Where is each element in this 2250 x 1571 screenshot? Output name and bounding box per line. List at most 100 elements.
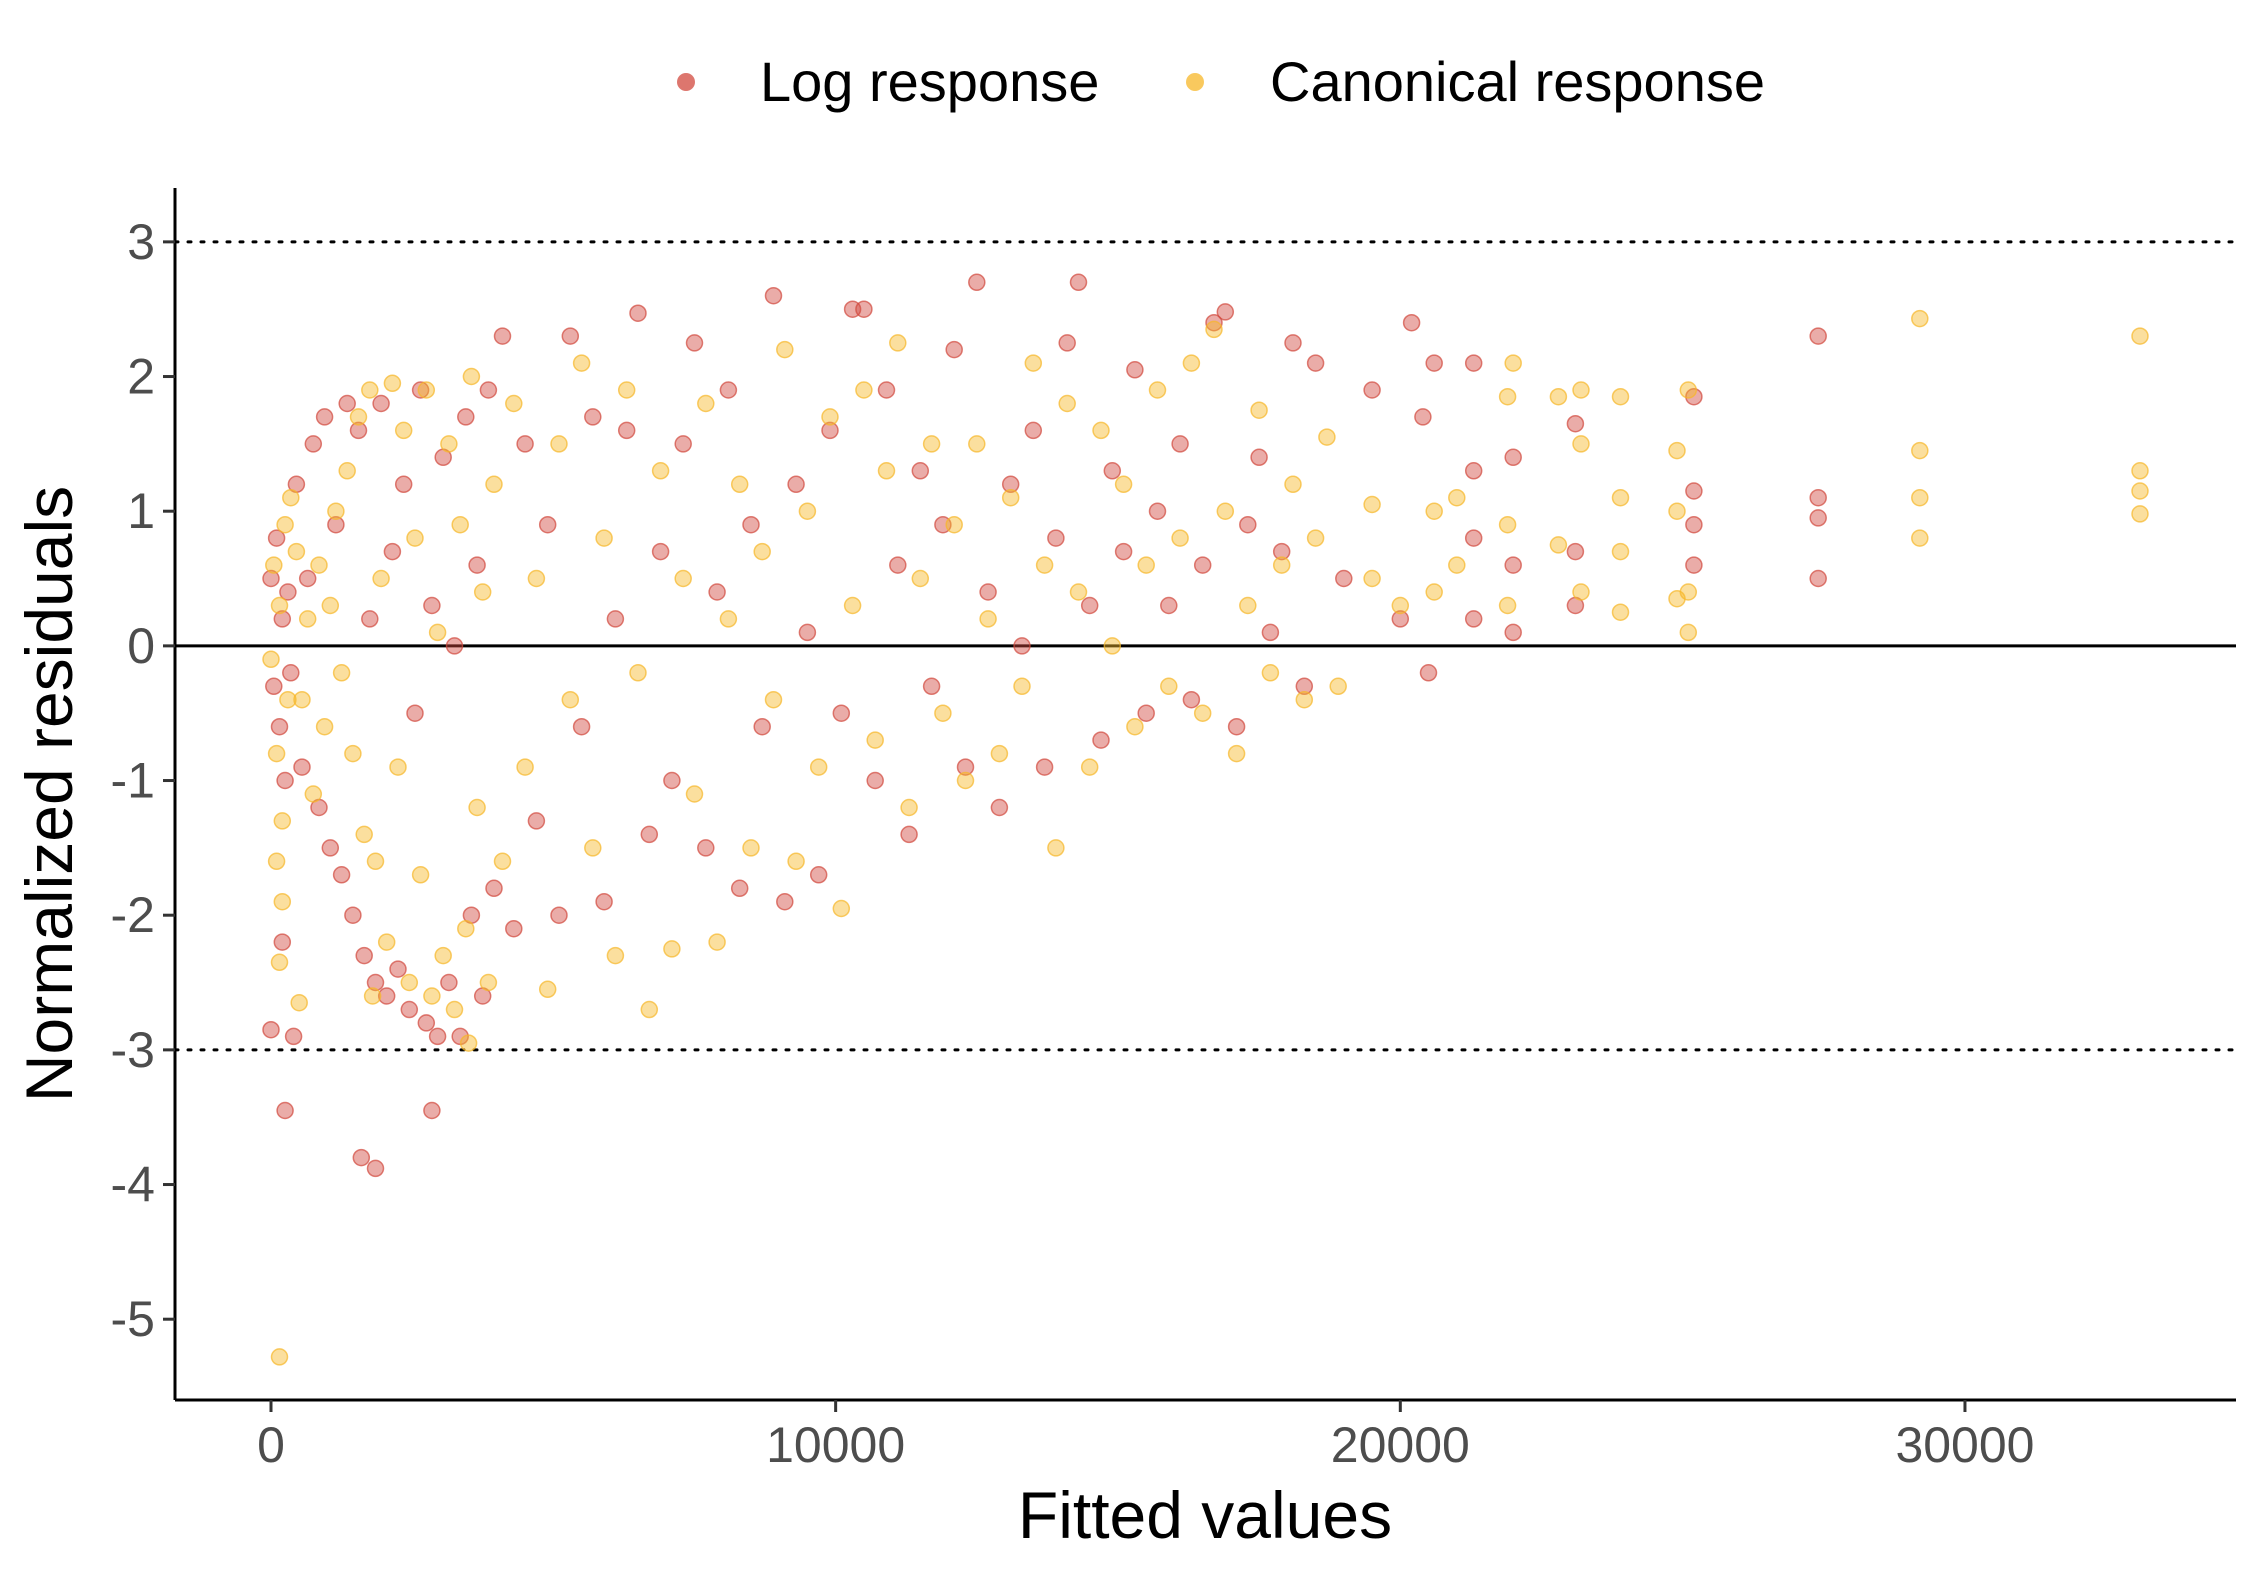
data-point: [473, 583, 492, 601]
data-point: [400, 1000, 419, 1019]
data-point: [1504, 556, 1522, 574]
data-point: [1069, 273, 1088, 292]
data-point: [282, 488, 300, 507]
data-point: [1464, 462, 1483, 480]
data-point: [550, 435, 568, 453]
data-point: [1363, 569, 1381, 588]
data-point: [742, 515, 760, 534]
data-point: [383, 374, 402, 393]
data-point: [372, 394, 390, 413]
data-point: [753, 717, 771, 736]
data-point: [459, 1034, 478, 1052]
data-point: [1295, 677, 1314, 696]
y-tick-label: -1: [111, 753, 155, 809]
data-point: [708, 583, 726, 601]
data-point: [1227, 717, 1246, 736]
data-point: [956, 771, 975, 790]
data-point: [629, 304, 647, 322]
data-point: [1809, 488, 1827, 507]
data-point: [730, 475, 749, 494]
data-point: [1024, 421, 1043, 440]
data-point: [1419, 664, 1438, 682]
data-point: [1013, 677, 1031, 696]
data-point: [889, 556, 907, 574]
data-point: [1809, 569, 1827, 588]
data-point: [1679, 381, 1698, 399]
data-point: [877, 381, 896, 399]
data-point: [663, 771, 681, 790]
y-tick-label: -2: [111, 887, 155, 943]
y-tick-label: 2: [127, 349, 155, 405]
data-point: [1193, 704, 1212, 722]
data-point: [355, 946, 373, 965]
data-point: [505, 919, 523, 938]
data-point: [742, 839, 760, 857]
data-point: [1911, 441, 1929, 460]
data-point: [1425, 502, 1443, 520]
data-point: [1092, 731, 1110, 749]
data-point: [708, 933, 726, 951]
data-point: [538, 515, 557, 534]
data-point: [606, 946, 625, 965]
data-point: [485, 879, 503, 898]
data-point: [1363, 381, 1381, 399]
data-point: [445, 637, 464, 655]
data-point: [417, 1014, 436, 1032]
x-axis-title: Fitted values: [1018, 1478, 1392, 1552]
data-point: [527, 812, 546, 830]
data-point: [411, 381, 430, 399]
data-point: [284, 1027, 303, 1046]
data-point: [1549, 536, 1568, 554]
data-point: [1685, 515, 1703, 534]
data-point: [363, 987, 382, 1005]
data-point: [1611, 603, 1630, 621]
data-point: [956, 758, 975, 776]
data-point: [787, 852, 805, 871]
data-point: [1668, 502, 1686, 520]
data-point: [282, 664, 300, 682]
data-point: [617, 381, 636, 399]
data-point: [1103, 462, 1122, 480]
data-point: [355, 825, 373, 844]
data-point: [366, 852, 385, 871]
data-point: [2131, 482, 2149, 500]
data-point: [1058, 394, 1076, 413]
data-point: [298, 569, 317, 588]
data-point: [327, 502, 345, 520]
data-point: [1572, 583, 1590, 601]
data-point: [270, 596, 289, 615]
data-point: [1425, 583, 1443, 601]
data-point: [1335, 569, 1353, 588]
data-point: [485, 475, 503, 494]
data-point: [1911, 309, 1929, 328]
data-point: [1809, 509, 1827, 527]
data-point: [276, 771, 294, 790]
data-point: [451, 515, 469, 534]
x-tick-label: 30000: [1895, 1417, 2034, 1473]
legend-label-log-response: Log response: [760, 50, 1099, 113]
data-point: [304, 785, 323, 803]
data-point: [327, 515, 345, 534]
data-point: [821, 408, 839, 426]
data-point: [900, 825, 918, 844]
data-point: [922, 677, 941, 696]
data-point: [640, 1000, 659, 1019]
data-point: [276, 515, 294, 534]
data-point: [1058, 334, 1076, 352]
data-point: [764, 286, 783, 305]
data-point: [911, 569, 930, 588]
data-point: [990, 744, 1009, 763]
data-point: [1329, 677, 1347, 696]
data-point: [1227, 744, 1246, 763]
data-point: [1679, 583, 1698, 601]
data-point: [1080, 596, 1099, 615]
data-point: [1261, 623, 1280, 642]
y-tick-label: 1: [127, 483, 155, 539]
data-point: [1668, 441, 1686, 460]
data-point: [493, 852, 512, 871]
data-point: [843, 596, 862, 615]
data-point: [1611, 488, 1630, 507]
data-point: [2131, 327, 2149, 345]
data-point: [1024, 354, 1043, 372]
data-point: [366, 1159, 385, 1178]
